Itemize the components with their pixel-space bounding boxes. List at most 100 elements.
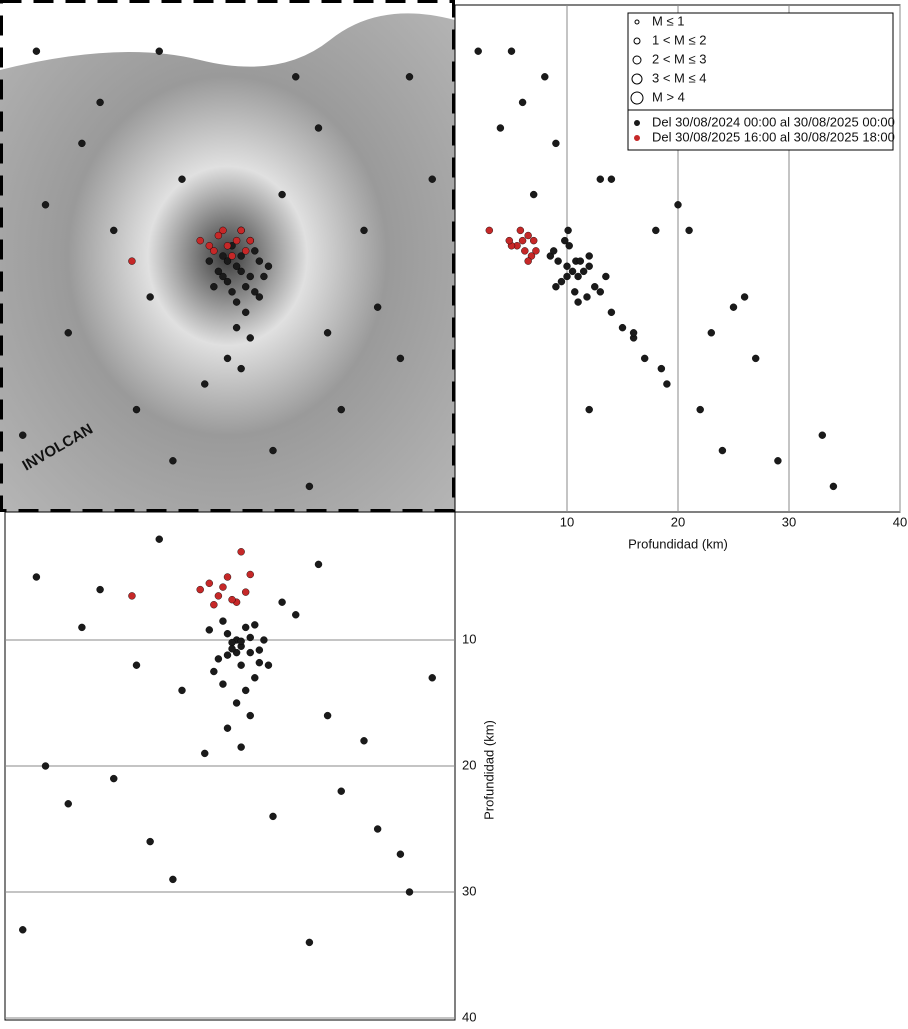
event-profile xyxy=(585,252,593,260)
event-profile xyxy=(518,98,527,107)
event-profile xyxy=(752,354,760,363)
event-section xyxy=(246,633,254,642)
event-section xyxy=(196,585,204,594)
event-map xyxy=(41,201,50,209)
event-map xyxy=(146,293,154,301)
event-section xyxy=(128,592,136,600)
event-profile xyxy=(829,482,838,491)
event-profile xyxy=(818,431,826,439)
legend-symbol xyxy=(634,120,640,126)
event-profile xyxy=(524,257,532,265)
event-section xyxy=(237,661,245,669)
legend-symbol xyxy=(634,19,640,25)
event-map xyxy=(96,98,104,107)
event-map xyxy=(241,283,250,291)
event-section xyxy=(251,674,259,682)
event-map xyxy=(210,247,218,255)
event-map xyxy=(260,272,268,281)
x-axis-label: Profundidad (km) xyxy=(628,536,728,551)
event-map xyxy=(205,257,214,265)
event-section xyxy=(96,585,104,594)
event-profile xyxy=(524,231,532,240)
event-map xyxy=(214,231,223,240)
coast xyxy=(0,0,455,70)
event-profile xyxy=(552,283,560,291)
event-profile xyxy=(527,252,536,260)
event-profile xyxy=(518,236,527,245)
event-section xyxy=(169,875,177,884)
event-section xyxy=(305,938,314,947)
event-profile xyxy=(685,226,693,235)
event-profile xyxy=(557,277,566,286)
x-tick-label: 20 xyxy=(671,514,685,529)
event-map xyxy=(246,334,254,342)
event-profile xyxy=(607,308,616,317)
event-profile xyxy=(674,201,682,209)
event-section xyxy=(32,573,41,581)
event-section xyxy=(337,787,345,795)
event-section xyxy=(19,926,27,934)
event-map xyxy=(128,257,136,265)
event-map xyxy=(214,267,223,276)
event-profile xyxy=(530,236,538,245)
event-section xyxy=(360,737,368,745)
event-profile xyxy=(718,446,727,455)
event-section xyxy=(228,638,236,647)
event-section xyxy=(219,583,227,591)
event-map xyxy=(251,288,259,296)
event-map xyxy=(155,47,163,55)
event-map xyxy=(237,364,245,373)
event-section xyxy=(396,850,405,858)
event-map xyxy=(237,252,245,260)
event-profile xyxy=(729,303,738,311)
event-section xyxy=(228,595,236,604)
event-section xyxy=(146,837,154,846)
event-section xyxy=(246,648,254,657)
event-map xyxy=(305,482,314,491)
y-tick-label: 20 xyxy=(462,757,476,772)
event-map xyxy=(396,354,405,363)
event-map xyxy=(132,405,141,414)
event-section xyxy=(155,535,163,543)
event-map xyxy=(78,139,86,148)
event-map xyxy=(241,247,250,255)
event-map xyxy=(246,236,254,245)
event-map xyxy=(178,175,186,183)
event-profile xyxy=(574,298,582,306)
event-profile xyxy=(657,364,666,373)
event-map xyxy=(219,272,227,281)
event-map xyxy=(337,405,345,414)
event-profile xyxy=(554,257,562,265)
event-map xyxy=(223,257,232,265)
map-background xyxy=(0,0,455,512)
event-section xyxy=(201,749,209,758)
event-profile xyxy=(585,405,593,414)
event-section xyxy=(241,686,250,695)
event-map xyxy=(64,329,72,337)
event-map xyxy=(232,262,241,270)
event-section xyxy=(214,592,223,600)
event-profile xyxy=(576,257,585,265)
event-profile xyxy=(740,293,749,301)
event-section xyxy=(314,560,323,569)
event-section xyxy=(278,598,286,606)
event-profile xyxy=(561,236,569,245)
event-section xyxy=(255,658,264,667)
event-map xyxy=(405,73,414,81)
event-map xyxy=(219,252,227,260)
event-section xyxy=(223,630,232,638)
event-map xyxy=(232,298,241,306)
y-tick-label: 30 xyxy=(462,883,476,898)
event-map xyxy=(232,323,241,332)
legend xyxy=(627,12,894,151)
event-profile xyxy=(552,139,560,148)
x-tick-label: 10 xyxy=(560,514,574,529)
event-map xyxy=(205,242,214,250)
event-map xyxy=(219,226,227,235)
legend-label: Del 30/08/2024 00:00 al 30/08/2025 00:00 xyxy=(652,114,895,129)
event-section xyxy=(205,579,214,587)
event-profile xyxy=(774,457,782,465)
event-section xyxy=(223,724,232,732)
event-section xyxy=(264,661,273,669)
event-profile xyxy=(546,252,555,260)
